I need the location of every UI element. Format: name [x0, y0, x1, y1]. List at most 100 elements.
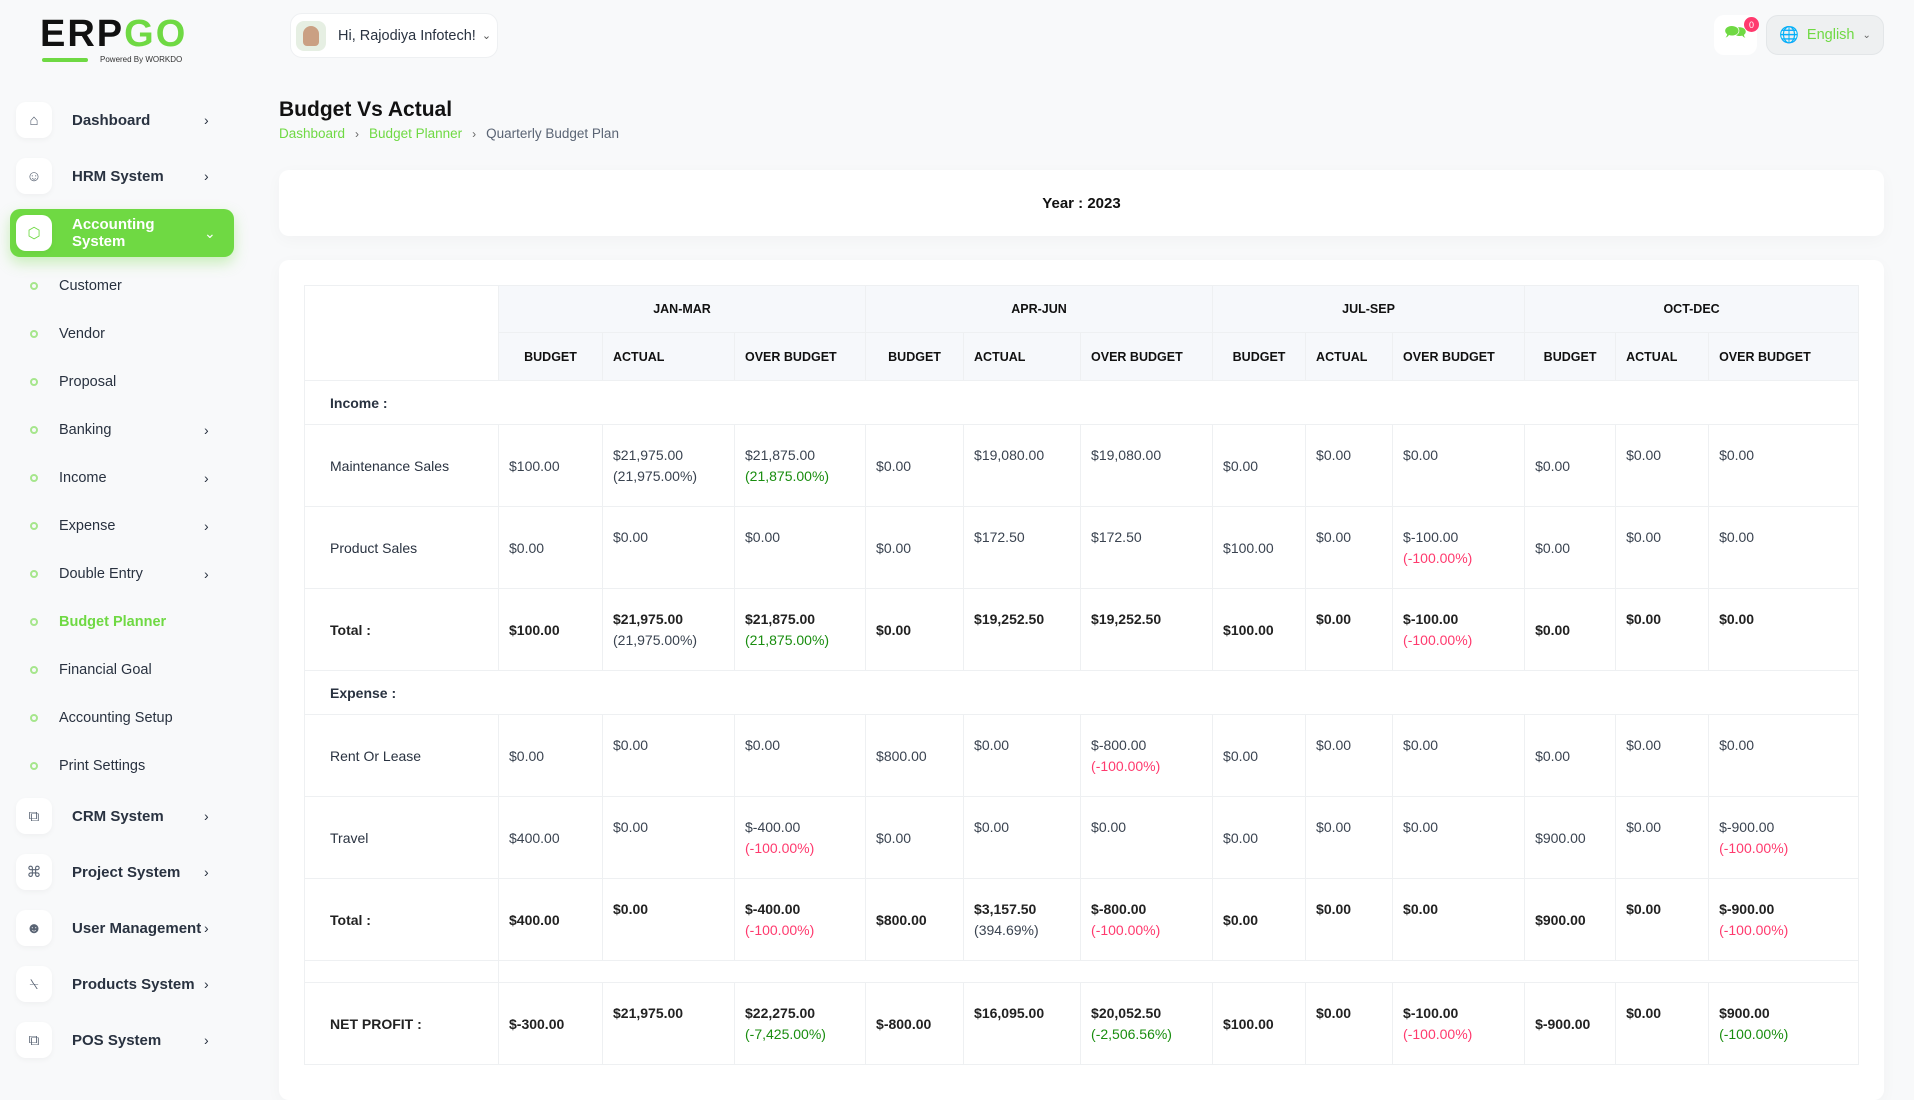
user-menu[interactable]: Hi, Rajodiya Infotech! ⌄: [290, 13, 498, 58]
sidebar-subitem-banking[interactable]: Banking ›: [30, 415, 230, 445]
over-percent: (21,875.00%): [745, 631, 830, 648]
quarter-header: OCT-DEC: [1524, 285, 1860, 333]
sidebar-subitem-financial-goal[interactable]: Financial Goal: [30, 655, 230, 685]
budget-cell: $0.00: [865, 796, 965, 879]
over-value: $0.00: [1719, 528, 1755, 545]
actual-value: $0.00: [613, 528, 649, 545]
chevron-down-icon: ⌄: [204, 224, 216, 241]
sidebar-item-products-system[interactable]: ⍀ Products System ›: [10, 960, 234, 1008]
actual-value: $0.00: [974, 736, 1010, 753]
user-greeting: Hi, Rajodiya Infotech!: [338, 27, 476, 44]
language-selector[interactable]: 🌐 English ⌄: [1766, 15, 1884, 55]
chevron-right-icon: ›: [204, 168, 209, 184]
sidebar-subitem-expense[interactable]: Expense ›: [30, 511, 230, 541]
over-value: $-800.00: [1091, 736, 1147, 753]
sidebar-item-crm-system[interactable]: ⧉ CRM System ›: [10, 792, 234, 840]
sidebar-subitem-accounting-setup[interactable]: Accounting Setup: [30, 703, 230, 733]
cart-icon: ⍀: [16, 966, 52, 1002]
chevron-right-icon: ›: [204, 518, 209, 534]
over-budget-cell: $900.00 (-100.00%): [1708, 982, 1860, 1065]
bullet-icon: [30, 666, 38, 674]
chevron-right-icon: ›: [204, 112, 209, 128]
over-budget-cell: $0.00-: [1708, 506, 1860, 589]
budget-cell: $0.00: [865, 424, 965, 507]
actual-cell: $0.00-: [963, 714, 1082, 797]
messages-button[interactable]: 🗪 0: [1714, 15, 1759, 55]
over-value: $0.00: [1719, 610, 1755, 627]
sidebar-item-accounting-system[interactable]: ⬡ Accounting System ⌄: [10, 209, 234, 257]
sidebar-subitem-customer[interactable]: Customer: [30, 271, 230, 301]
net-row: NET PROFIT :$-300.00$21,975.00-$22,275.0…: [304, 982, 1860, 1065]
budget-cell: $0.00: [498, 714, 603, 797]
sidebar-item-pos-system[interactable]: ⧉ POS System ›: [10, 1016, 234, 1064]
actual-cell: $0.00-: [602, 506, 735, 589]
over-value: $-100.00: [1403, 610, 1459, 627]
breadcrumb-budget-planner[interactable]: Budget Planner: [369, 126, 463, 141]
chevron-right-icon: ›: [204, 1032, 209, 1048]
erpgo-logo[interactable]: ERPGO Powered By WORKDO: [40, 14, 205, 66]
actual-cell: $0.00-: [1615, 506, 1710, 589]
bullet-icon: [30, 282, 38, 290]
actual-value: $0.00: [1316, 900, 1352, 917]
row-label: Maintenance Sales: [304, 424, 499, 507]
year-label: Year : 2023: [1042, 194, 1121, 212]
sidebar-subitem-proposal[interactable]: Proposal: [30, 367, 230, 397]
sidebar-subitem-double-entry[interactable]: Double Entry ›: [30, 559, 230, 589]
bullet-icon: [30, 570, 38, 578]
over-value: $-800.00: [1091, 900, 1147, 917]
sidebar-subitem-print-settings[interactable]: Print Settings: [30, 751, 230, 781]
actual-percent: (21,975.00%): [613, 467, 698, 484]
over-budget-cell: $0.00-: [1080, 796, 1214, 879]
over-percent: (-7,425.00%): [745, 1025, 826, 1042]
breadcrumb-dashboard[interactable]: Dashboard: [279, 126, 346, 141]
over-budget-cell: $22,275.00 (-7,425.00%): [733, 982, 867, 1065]
actual-value: $0.00: [974, 818, 1010, 835]
over-budget-cell: $-100.00 (-100.00%): [1392, 588, 1526, 671]
budget-cell: $0.00: [865, 588, 965, 671]
chevron-right-icon: ›: [204, 422, 209, 438]
actual-cell: $0.00-: [602, 714, 735, 797]
actual-cell: $0.00-: [1305, 714, 1394, 797]
user-icon: ☺: [16, 158, 52, 194]
header-row-quarters: JAN-MAR APR-JUN JUL-SEP OCT-DEC: [304, 285, 1860, 381]
sidebar-item-label: CRM System: [72, 807, 164, 825]
over-value: $21,875.00: [745, 610, 816, 627]
over-budget-cell: $0.00-: [1392, 796, 1526, 879]
sidebar-item-project-system[interactable]: ⌘ Project System ›: [10, 848, 234, 896]
budget-table-card: JAN-MAR APR-JUN JUL-SEP OCT-DEC BUDGET ACTUAL…: [279, 260, 1884, 1100]
sidebar-subitem-label: Accounting Setup: [59, 710, 173, 726]
sidebar-subitem-income[interactable]: Income ›: [30, 463, 230, 493]
actual-cell: $0.00-: [602, 796, 735, 879]
actual-value: $0.00: [1626, 610, 1662, 627]
actual-cell: $0.00-: [1615, 588, 1710, 671]
sidebar-subitem-vendor[interactable]: Vendor: [30, 319, 230, 349]
over-value: $0.00: [1403, 900, 1439, 917]
share-icon: ⌘: [16, 854, 52, 890]
header-row-columns: BUDGET ACTUAL OVER BUDGET BUDGET ACTUAL OVER …: [305, 332, 1860, 381]
actual-value: $0.00: [613, 818, 649, 835]
total-row: Total :$400.00$0.00-$-400.00(-100.00%)$8…: [304, 878, 1860, 961]
over-percent: (-100.00%): [1403, 1025, 1473, 1042]
sidebar-subitem-budget-planner[interactable]: Budget Planner: [30, 607, 230, 637]
chevron-right-icon: ›: [204, 920, 209, 936]
over-budget-cell: $19,252.50-: [1080, 588, 1214, 671]
bullet-icon: [30, 522, 38, 530]
sidebar-item-label: Products System: [72, 975, 195, 993]
budget-cell: $0.00: [865, 506, 965, 589]
over-budget-cell: $0.00-: [1708, 714, 1860, 797]
budget-cell: $100.00: [1212, 982, 1307, 1065]
sidebar-subitem-label: Customer: [59, 278, 122, 294]
sidebar-item-label: Dashboard: [72, 111, 151, 129]
spacer-cell: [497, 960, 1860, 983]
sidebar-item-user-management[interactable]: ☻ User Management ›: [10, 904, 234, 952]
budget-cell: $0.00: [1212, 714, 1307, 797]
avatar: [296, 20, 326, 51]
sidebar-item-dashboard[interactable]: ⌂ Dashboard ›: [10, 96, 234, 144]
budget-cell: $400.00: [498, 878, 603, 961]
chevron-right-icon: ›: [472, 126, 477, 141]
budget-cell: $900.00: [1524, 878, 1617, 961]
column-header: OVER BUDGET: [1708, 332, 1860, 381]
sidebar-item-hrm-system[interactable]: ☺ HRM System ›: [10, 152, 234, 200]
budget-cell: $-300.00: [498, 982, 603, 1065]
budget-cell: $0.00: [498, 506, 603, 589]
